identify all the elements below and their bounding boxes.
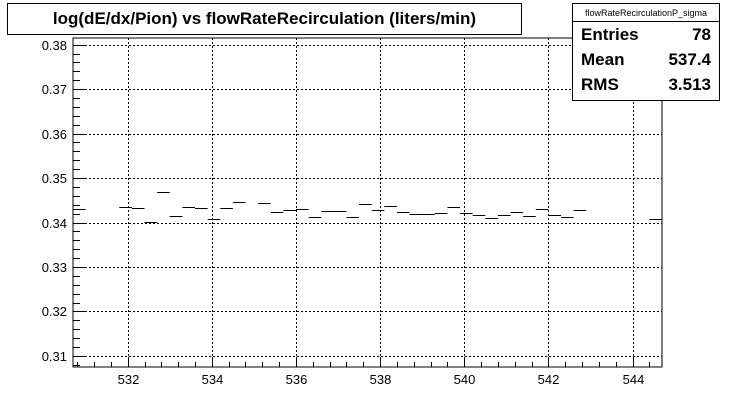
x-tick-label: 544 bbox=[623, 372, 645, 387]
stats-row-mean: Mean 537.4 bbox=[573, 47, 719, 72]
x-tick-label: 538 bbox=[370, 372, 392, 387]
stats-row-entries: Entries 78 bbox=[573, 22, 719, 47]
y-tick-label: 0.34 bbox=[42, 216, 67, 231]
stats-entries-value: 78 bbox=[692, 25, 711, 44]
y-tick-label: 0.36 bbox=[42, 127, 67, 142]
stats-rms-value: 3.513 bbox=[668, 75, 711, 94]
stats-entries-label: Entries bbox=[581, 25, 639, 44]
y-tick-label: 0.33 bbox=[42, 260, 67, 275]
stats-mean-label: Mean bbox=[581, 50, 625, 69]
x-tick-label: 540 bbox=[454, 372, 476, 387]
x-tick-label: 542 bbox=[538, 372, 560, 387]
y-tick-label: 0.38 bbox=[42, 38, 67, 53]
x-tick-label: 532 bbox=[118, 372, 140, 387]
stats-name: flowRateRecirculationP_sigma bbox=[573, 4, 719, 22]
plot-frame bbox=[72, 37, 663, 368]
x-tick-label: 534 bbox=[202, 372, 224, 387]
y-tick-label: 0.35 bbox=[42, 171, 67, 186]
stats-rms-label: RMS bbox=[581, 75, 619, 94]
y-tick-label: 0.37 bbox=[42, 82, 67, 97]
stats-row-rms: RMS 3.513 bbox=[573, 72, 719, 97]
stats-mean-value: 537.4 bbox=[668, 50, 711, 69]
y-tick-label: 0.31 bbox=[42, 349, 67, 364]
stats-box: flowRateRecirculationP_sigma Entries 78 … bbox=[572, 3, 720, 101]
y-tick-label: 0.32 bbox=[42, 304, 67, 319]
x-tick-label: 536 bbox=[286, 372, 308, 387]
chart-title: log(dE/dx/Pion) vs flowRateRecirculation… bbox=[7, 3, 522, 35]
